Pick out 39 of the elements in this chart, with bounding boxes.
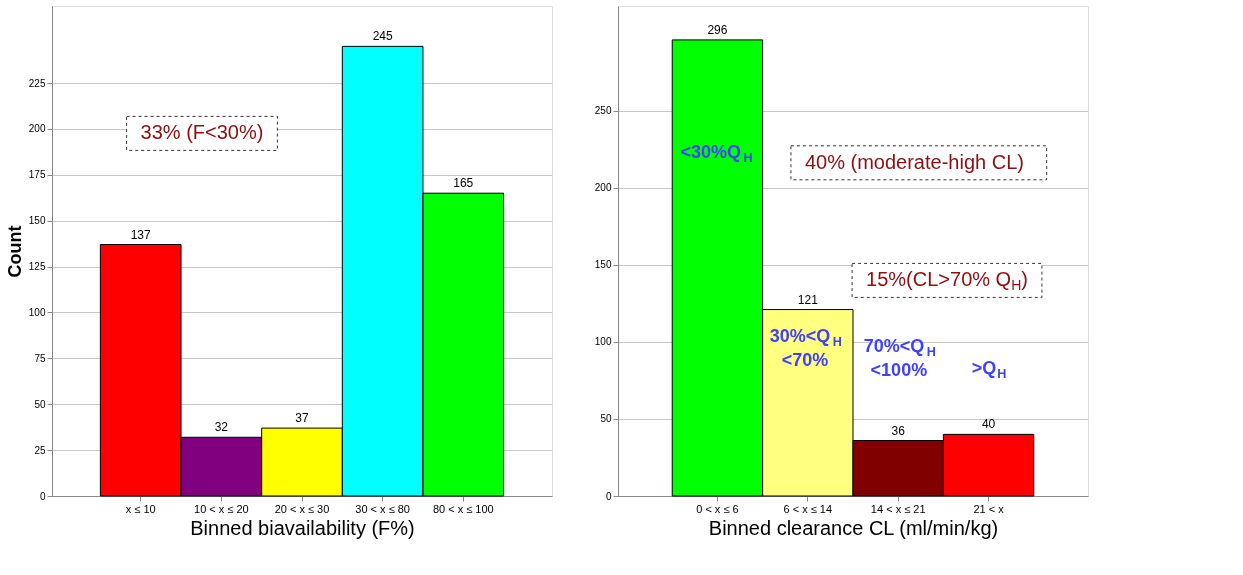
y-tick-label: 100 (594, 336, 612, 348)
y-tick-label: 100 (28, 306, 46, 318)
y-tick-label: 25 (34, 444, 46, 456)
y-tick-label: 150 (594, 259, 612, 271)
y-tick-label: 125 (28, 261, 46, 273)
y-tick-label: 0 (605, 490, 612, 502)
x-axis-title: Binned biavailability (F%) (190, 516, 415, 539)
y-tick-label: 225 (28, 77, 46, 89)
y-axis-title: Count (4, 225, 25, 278)
y-tick-label: 150 (28, 215, 46, 227)
x-tick-label: 80 < x ≤ 100 (432, 502, 494, 515)
x-tick-label: 0 < x ≤ 6 (696, 502, 739, 515)
data-label: 40 (981, 417, 996, 432)
data-label: 165 (453, 176, 474, 191)
x-tick-label: 6 < x ≤ 14 (783, 502, 833, 515)
x-axis-title: Binned clearance CL (ml/min/kg) (708, 516, 999, 539)
x-tick-label: x ≤ 10 (125, 502, 156, 515)
annotation: 40% (moderate-high CL) (804, 150, 1024, 173)
y-tick-label: 50 (34, 398, 46, 410)
data-label: 37 (295, 411, 309, 426)
y-tick-label: 0 (39, 490, 46, 502)
y-tick-label: 50 (600, 413, 612, 425)
y-tick-label: 175 (28, 169, 46, 181)
x-tick-label: 10 < x ≤ 20 (194, 502, 249, 515)
x-tick-label: 14 < x ≤ 21 (870, 502, 926, 515)
x-tick-label: 21 < x (973, 502, 1005, 515)
data-label: 245 (372, 29, 393, 44)
y-tick-label: 200 (28, 123, 46, 135)
data-label: 296 (707, 22, 728, 37)
x-tick-label: 30 < x ≤ 80 (355, 502, 410, 515)
y-tick-label: 75 (34, 352, 46, 364)
x-tick-label: 20 < x ≤ 30 (274, 502, 330, 515)
data-label: 121 (797, 292, 819, 307)
data-label: 137 (130, 227, 152, 242)
data-label: 36 (891, 423, 906, 438)
y-tick-label: 200 (594, 182, 612, 194)
data-label: 32 (214, 420, 229, 435)
y-tick-label: 250 (594, 105, 612, 117)
annotation: 33% (F<30%) (140, 121, 264, 144)
